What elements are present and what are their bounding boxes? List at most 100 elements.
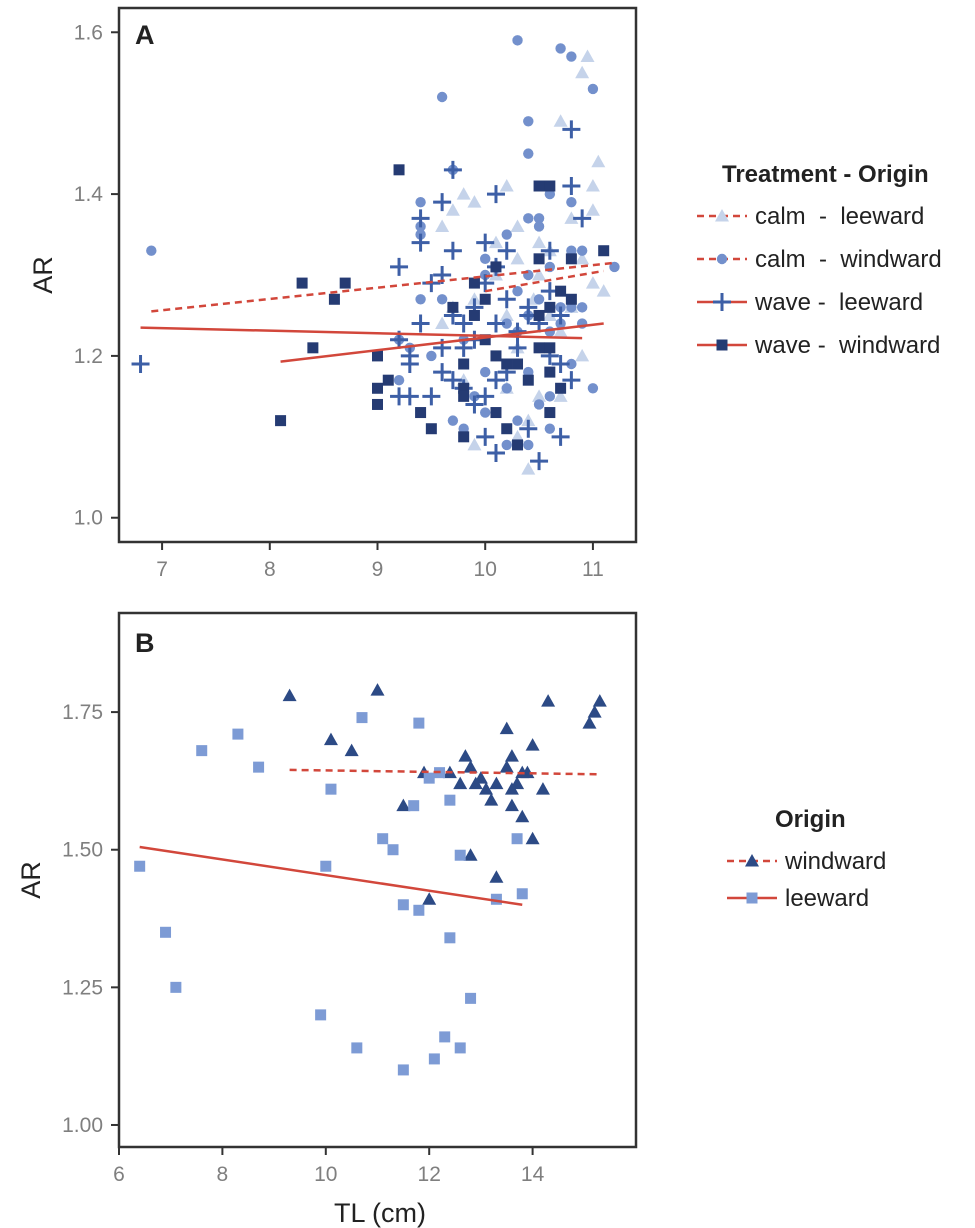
x-tick-label: 10 <box>314 1163 337 1186</box>
data-point-triangle <box>456 187 471 200</box>
panel-a-trend-lines <box>140 261 615 363</box>
panel-a: A 7 8 9 10 11 1.0 1.2 1.4 1.6 AR <box>28 6 638 581</box>
data-point-square <box>516 888 528 900</box>
y-tick-label: 1.75 <box>62 701 103 724</box>
data-point-circle <box>566 196 577 208</box>
data-point-plus <box>476 387 495 406</box>
data-point-triangle <box>553 324 568 338</box>
trend-line <box>140 326 583 340</box>
panel-b-ticks: 6 8 10 12 14 1.00 1.25 1.50 1.75 <box>62 701 544 1186</box>
data-point-square <box>372 350 383 362</box>
data-point-triangle <box>510 251 525 265</box>
data-point-square <box>555 382 567 394</box>
data-point-circle <box>523 213 534 224</box>
data-point-triangle <box>458 749 473 762</box>
legend-marker-triangle <box>745 854 759 867</box>
data-point-plus <box>390 387 409 406</box>
data-point-triangle <box>463 848 478 861</box>
data-point-circle <box>544 423 556 434</box>
data-point-triangle <box>479 782 494 795</box>
data-point-square <box>598 245 610 257</box>
data-point-square <box>397 899 409 911</box>
data-point-square <box>387 844 399 856</box>
data-point-square <box>533 309 545 321</box>
data-point-plus <box>497 241 516 260</box>
data-point-triangle <box>435 316 450 330</box>
y-tick-label: 1.4 <box>74 183 104 206</box>
data-point-square <box>415 407 427 419</box>
data-point-circle <box>146 245 157 256</box>
data-point-triangle <box>344 743 359 757</box>
data-point-square <box>393 164 405 176</box>
data-point-plus <box>433 363 452 382</box>
data-point-triangle <box>489 776 504 790</box>
data-point-square <box>444 794 456 806</box>
data-point-plus <box>454 314 473 333</box>
y-tick-label: 1.50 <box>62 839 103 862</box>
data-point-square <box>134 860 146 872</box>
data-point-triangle <box>484 793 499 806</box>
data-point-square <box>490 261 502 273</box>
data-point-triangle <box>585 203 600 216</box>
data-point-circle <box>544 326 556 337</box>
data-point-triangle <box>467 195 482 208</box>
data-point-plus <box>562 371 581 390</box>
trend-line <box>280 322 604 363</box>
data-point-square <box>423 772 435 784</box>
data-point-square <box>533 342 545 354</box>
data-point-triangle <box>592 694 607 707</box>
data-point-square <box>458 431 470 443</box>
data-point-circle <box>480 407 491 418</box>
data-point-square <box>544 180 556 192</box>
data-point-square <box>512 439 524 451</box>
data-point-square <box>253 761 265 773</box>
data-point-triangle <box>488 235 503 249</box>
data-point-triangle <box>525 831 540 845</box>
x-tick-label: 6 <box>113 1163 125 1186</box>
data-point-circle <box>555 43 566 54</box>
data-point-triangle <box>575 251 590 265</box>
data-point-triangle <box>585 179 600 192</box>
x-tick-label: 10 <box>474 558 497 581</box>
data-point-circle <box>393 374 405 386</box>
data-point-square <box>275 415 287 427</box>
data-point-square <box>320 860 332 872</box>
data-point-plus <box>497 290 516 309</box>
data-point-square <box>454 849 466 861</box>
data-point-plus <box>433 193 452 212</box>
legend-label: calm - windward <box>755 246 942 273</box>
data-point-triangle <box>499 721 514 735</box>
data-point-triangle <box>582 716 597 729</box>
data-point-plus <box>411 314 430 333</box>
data-point-square <box>501 358 513 370</box>
data-point-plus <box>486 444 505 462</box>
data-point-circle <box>501 439 512 451</box>
data-point-square <box>565 293 577 305</box>
data-point-triangle <box>445 203 460 216</box>
trend-line <box>151 261 615 313</box>
data-point-square <box>565 253 577 265</box>
data-point-square <box>501 423 513 435</box>
data-point-triangle <box>510 219 525 232</box>
data-point-circle <box>576 245 588 256</box>
data-point-plus <box>551 306 570 325</box>
data-point-triangle <box>453 776 468 790</box>
data-point-triangle <box>575 348 590 362</box>
panel-b-frame <box>117 611 638 1149</box>
data-point-circle <box>480 366 491 378</box>
data-point-square <box>465 992 477 1004</box>
legend-b-items: windward leeward <box>727 848 886 912</box>
panel-a-ticks: 7 8 9 10 11 1.0 1.2 1.4 1.6 <box>74 21 604 581</box>
data-point-circle <box>533 221 545 232</box>
legend-label: wave - windward <box>754 332 940 359</box>
data-point-square <box>533 253 545 265</box>
data-point-square <box>555 285 567 297</box>
data-point-triangle <box>553 389 568 402</box>
data-point-plus <box>422 387 441 406</box>
data-point-square <box>479 293 491 305</box>
panel-b-letter: B <box>135 628 155 658</box>
data-point-square <box>490 893 502 905</box>
data-point-circle <box>512 35 523 46</box>
data-point-triangle <box>553 114 568 127</box>
data-point-square <box>468 309 480 321</box>
